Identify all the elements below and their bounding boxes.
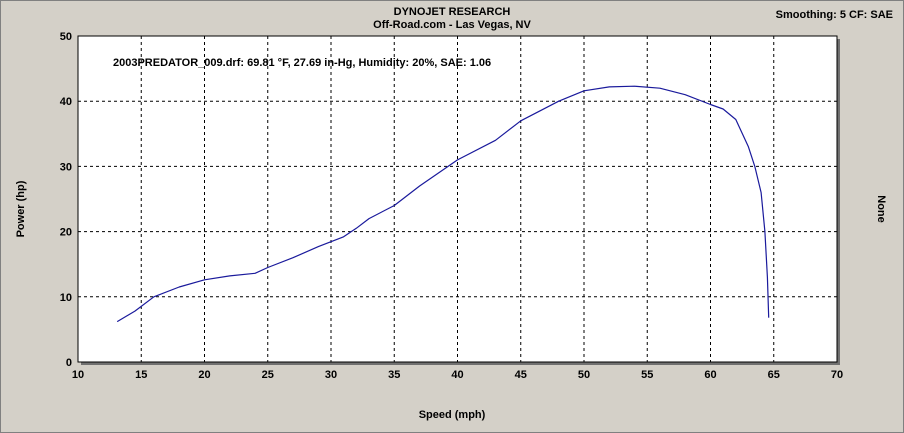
y-tick-label: 10 bbox=[60, 292, 72, 304]
x-tick-label: 70 bbox=[831, 369, 843, 381]
x-tick-label: 35 bbox=[388, 369, 400, 381]
x-tick-label: 65 bbox=[768, 369, 780, 381]
x-axis-label: Speed (mph) bbox=[418, 409, 486, 421]
y-tick-label: 30 bbox=[60, 161, 72, 173]
y-tick-label: 20 bbox=[60, 227, 72, 239]
x-tick-label: 20 bbox=[198, 369, 210, 381]
run-annotation: 2003PREDATOR_009.drf: 69.81 °F, 27.69 in… bbox=[113, 57, 491, 69]
chart-subtitle: Off-Road.com - Las Vegas, NV bbox=[373, 19, 531, 31]
y-tick-label: 40 bbox=[60, 96, 72, 108]
x-tick-label: 25 bbox=[262, 369, 274, 381]
x-tick-label: 30 bbox=[325, 369, 337, 381]
settings-readout: Smoothing: 5 CF: SAE bbox=[775, 9, 893, 21]
y-tick-label: 0 bbox=[66, 357, 72, 369]
x-tick-label: 60 bbox=[704, 369, 716, 381]
chart-title: DYNOJET RESEARCH bbox=[393, 6, 511, 18]
x-tick-label: 55 bbox=[641, 369, 653, 381]
x-tick-label: 50 bbox=[578, 369, 590, 381]
power-series-line bbox=[116, 85, 770, 323]
x-tick-label: 10 bbox=[72, 369, 84, 381]
y-tick-label: 50 bbox=[60, 31, 72, 43]
x-tick-label: 45 bbox=[515, 369, 527, 381]
x-tick-label: 40 bbox=[451, 369, 463, 381]
x-tick-label: 15 bbox=[135, 369, 147, 381]
